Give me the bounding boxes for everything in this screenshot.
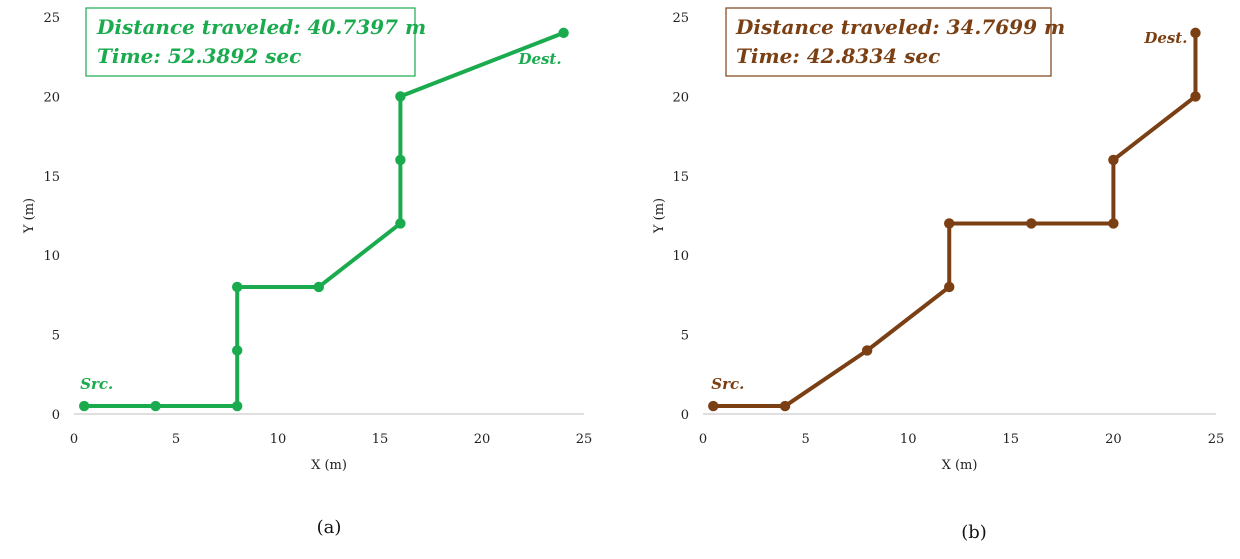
x-tick-label: 5 (801, 432, 809, 447)
y-tick-label: 0 (681, 408, 689, 423)
chart-panel-a: 0 5 10 15 20 25 0 5 10 15 20 25 X (m) Y (m) Src. Dest. D… (22, 7, 593, 538)
y-tick-label: 5 (681, 329, 689, 344)
x-tick-label: 10 (270, 432, 287, 447)
chart-panel-b: 0 5 10 15 20 25 0 5 10 15 20 25 X (m) Y (m) Src. Dest. D… (652, 7, 1225, 543)
path-line (711, 30, 1198, 409)
path-point (861, 345, 873, 356)
time-text: Time: 52.3892 sec (97, 44, 301, 68)
x-tick-label: 0 (70, 432, 78, 447)
path-point (150, 400, 161, 412)
y-axis-title: Y (m) (652, 198, 667, 234)
path-point (232, 345, 243, 356)
path-point (1108, 154, 1119, 166)
path-point (944, 281, 955, 293)
info-box (85, 7, 416, 77)
y-tick-label: 15 (43, 170, 60, 185)
path-point (1190, 91, 1201, 102)
y-tick-label: 0 (52, 408, 60, 423)
path-point (395, 91, 406, 102)
y-tick-label: 5 (52, 329, 60, 344)
path-point (1026, 218, 1037, 229)
y-tick-label: 10 (672, 249, 689, 264)
x-tick-label: 5 (172, 432, 180, 447)
path-point (1190, 27, 1201, 39)
destination-label: Dest. (1143, 29, 1187, 47)
path-point (558, 27, 569, 39)
info-box (725, 7, 1052, 77)
path-point (395, 218, 406, 229)
destination-label: Dest. (517, 50, 561, 68)
y-tick-label: 20 (672, 90, 689, 105)
x-tick-label: 20 (474, 432, 491, 447)
distance-text: Distance traveled: 40.7397 m (96, 15, 426, 39)
path-point (779, 400, 791, 412)
x-tick-label: 10 (900, 432, 917, 447)
x-axis-title: X (m) (311, 458, 347, 473)
path-point (1108, 218, 1119, 229)
x-tick-label: 15 (372, 432, 389, 447)
path-point (708, 400, 719, 412)
source-label: Src. (80, 375, 113, 393)
y-tick-label: 25 (672, 11, 689, 26)
path-point (313, 281, 324, 293)
path-point (232, 400, 243, 412)
time-text: Time: 42.8334 sec (736, 44, 940, 68)
y-axis-title: Y (m) (22, 198, 37, 234)
y-tick-label: 25 (43, 11, 60, 26)
x-axis-title: X (m) (942, 458, 978, 473)
path-point (395, 154, 406, 166)
y-tick-label: 10 (43, 249, 60, 264)
path-point (79, 400, 90, 412)
x-tick-label: 25 (1208, 432, 1225, 447)
y-tick-label: 20 (43, 90, 60, 105)
source-label: Src. (711, 375, 744, 393)
y-tick-label: 15 (672, 170, 689, 185)
distance-text: Distance traveled: 34.7699 m (735, 15, 1065, 39)
x-tick-label: 25 (576, 432, 593, 447)
panel-caption: (b) (961, 522, 987, 543)
x-tick-label: 15 (1003, 432, 1020, 447)
x-tick-label: 0 (699, 432, 707, 447)
path-point (232, 281, 243, 293)
path-line (82, 30, 566, 409)
panel-caption: (a) (317, 517, 342, 538)
x-tick-label: 20 (1105, 432, 1122, 447)
path-point (944, 218, 955, 229)
